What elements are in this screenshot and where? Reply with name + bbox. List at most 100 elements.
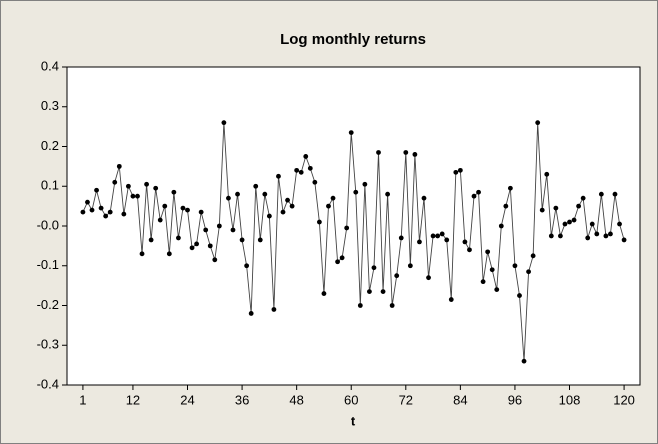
point: [562, 221, 568, 227]
x-tick-label: 96: [508, 392, 522, 407]
point: [139, 251, 145, 257]
y-tick-label: -0.1: [37, 257, 59, 272]
point: [439, 231, 445, 237]
point: [239, 237, 245, 243]
point: [121, 211, 127, 217]
point: [276, 173, 281, 179]
point: [221, 120, 227, 126]
y-tick-label: -0.0: [37, 217, 59, 232]
point: [125, 183, 131, 189]
point: [230, 227, 236, 233]
point: [494, 287, 500, 292]
point: [307, 165, 313, 171]
point: [498, 223, 504, 229]
point: [376, 150, 381, 155]
y-tick-label: 0.4: [41, 58, 59, 73]
point: [362, 181, 368, 187]
y-tick-label: 0.2: [41, 138, 59, 153]
point: [544, 171, 550, 177]
x-tick-label: 1: [79, 392, 86, 407]
point: [185, 207, 190, 213]
point: [462, 239, 468, 245]
y-tick-label: 0.1: [41, 178, 59, 193]
point: [107, 209, 113, 215]
point: [80, 209, 86, 215]
point: [485, 249, 491, 255]
point: [412, 152, 418, 157]
point: [353, 189, 359, 195]
point: [335, 259, 340, 265]
point: [271, 307, 277, 312]
point: [262, 191, 268, 197]
x-tick-label: 12: [126, 392, 140, 407]
point: [617, 221, 622, 227]
point: [226, 195, 231, 201]
point: [594, 231, 600, 237]
point: [398, 235, 404, 241]
point: [553, 205, 559, 211]
point: [180, 205, 186, 211]
point: [567, 219, 572, 225]
point: [621, 237, 627, 243]
point: [216, 223, 222, 229]
point: [367, 289, 372, 294]
point: [512, 263, 518, 269]
point: [589, 221, 595, 227]
point: [558, 233, 563, 239]
point: [253, 183, 259, 189]
point: [476, 189, 481, 195]
point: [598, 191, 604, 197]
point: [244, 263, 250, 269]
point: [157, 217, 163, 223]
point: [316, 219, 322, 225]
x-tick-label: 36: [235, 392, 249, 407]
point: [103, 213, 109, 219]
point: [194, 241, 200, 247]
point: [298, 169, 304, 175]
point: [444, 237, 450, 243]
point: [248, 311, 254, 316]
point: [280, 209, 286, 215]
point: [344, 225, 350, 231]
point: [394, 273, 400, 279]
x-tick-label: 120: [613, 392, 635, 407]
point: [294, 167, 300, 173]
point: [539, 207, 545, 213]
point: [371, 265, 377, 271]
chart-title: Log monthly returns: [280, 31, 426, 48]
point: [471, 193, 477, 199]
point: [112, 179, 118, 185]
point: [385, 191, 391, 197]
point: [576, 203, 582, 209]
x-tick-label: 60: [344, 392, 358, 407]
point: [235, 191, 240, 197]
y-tick-label: -0.4: [37, 376, 59, 391]
point: [430, 233, 436, 239]
point: [489, 267, 495, 273]
point: [526, 269, 531, 275]
point: [116, 163, 122, 169]
point: [403, 150, 409, 155]
point: [535, 120, 541, 126]
point: [339, 255, 345, 261]
point: [162, 203, 168, 209]
x-tick-label: 72: [399, 392, 413, 407]
plot-area: [66, 66, 641, 386]
point: [448, 297, 454, 302]
y-tick-label: 0.3: [41, 98, 59, 113]
x-tick-label: 84: [453, 392, 467, 407]
point: [330, 195, 336, 201]
point: [585, 235, 591, 241]
point: [407, 263, 413, 269]
point: [148, 237, 154, 243]
point: [285, 197, 290, 203]
point: [166, 251, 172, 257]
point: [457, 167, 463, 173]
point: [85, 199, 90, 205]
point: [389, 303, 395, 308]
point: [348, 130, 354, 135]
point: [203, 227, 209, 233]
point: [321, 291, 327, 296]
